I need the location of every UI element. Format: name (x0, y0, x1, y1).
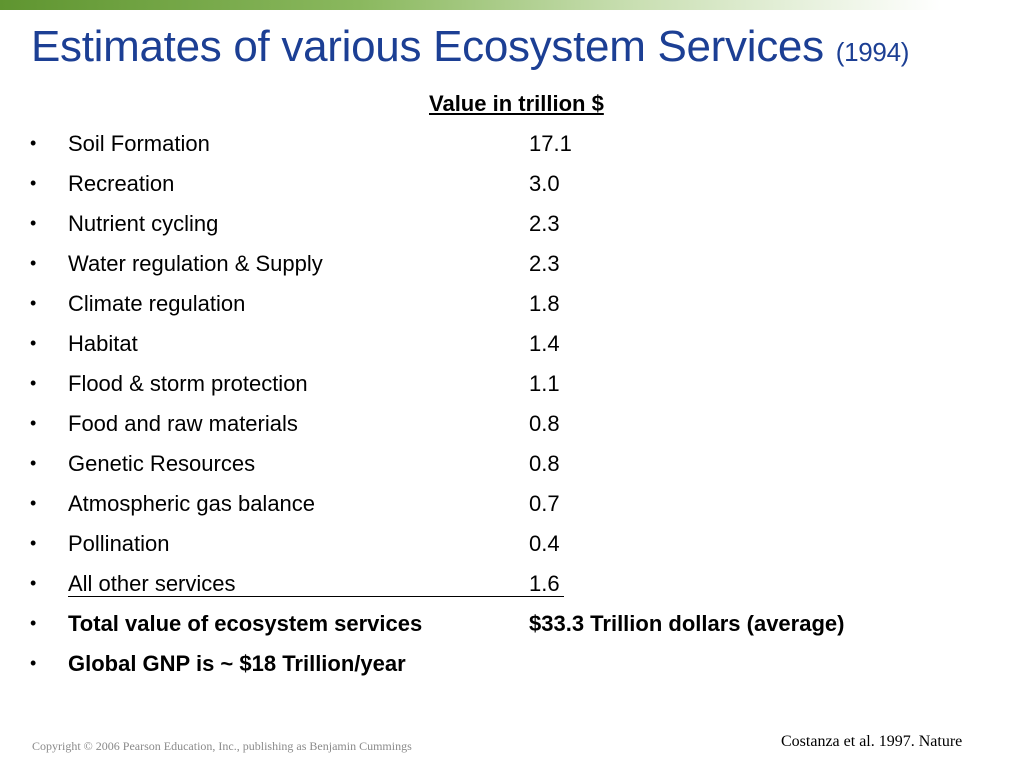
list-item-gnp: • Global GNP is ~ $18 Trillion/year (0, 644, 1024, 684)
list-item: • Climate regulation 1.8 (0, 284, 1024, 324)
bullet: • (30, 293, 37, 313)
service-label: All other services (68, 571, 236, 596)
service-label: Nutrient cycling (68, 211, 219, 236)
bullet: • (30, 133, 37, 153)
service-value: 1.4 (529, 331, 560, 356)
list-item: • Atmospheric gas balance 0.7 (0, 484, 1024, 524)
bullet: • (30, 573, 37, 593)
service-value: 2.3 (529, 251, 560, 276)
service-value: 0.7 (529, 491, 560, 516)
list-item: • All other services 1.6 (0, 564, 1024, 604)
service-value: 3.0 (529, 171, 560, 196)
list-item: • Soil Formation 17.1 (0, 124, 1024, 164)
list-item: • Recreation 3.0 (0, 164, 1024, 204)
slide-title: Estimates of various Ecosystem Services … (31, 22, 909, 72)
service-value: 1.6 (529, 571, 560, 596)
service-value: 2.3 (529, 211, 560, 236)
bullet: • (30, 373, 37, 393)
bullet: • (30, 413, 37, 433)
copyright-notice: Copyright © 2006 Pearson Education, Inc.… (32, 739, 412, 753)
bullet: • (30, 453, 37, 473)
top-gradient-bar (0, 0, 1024, 10)
total-value: $33.3 Trillion dollars (average) (529, 611, 845, 636)
list-item: • Water regulation & Supply 2.3 (0, 244, 1024, 284)
column-header: Value in trillion $ (429, 91, 604, 116)
sum-underline (68, 596, 564, 597)
gnp-label: Global GNP is ~ $18 Trillion/year (68, 651, 406, 676)
bullet: • (30, 653, 37, 673)
service-label: Atmospheric gas balance (68, 491, 316, 516)
service-value: 17.1 (529, 131, 572, 156)
service-label: Recreation (68, 171, 175, 196)
service-label: Genetic Resources (68, 451, 256, 476)
bullet: • (30, 333, 37, 353)
list-item: • Flood & storm protection 1.1 (0, 364, 1024, 404)
bullet: • (30, 213, 37, 233)
service-label: Pollination (68, 531, 170, 556)
service-label: Habitat (68, 331, 138, 356)
bullet: • (30, 613, 37, 633)
bullet: • (30, 253, 37, 273)
list-item: • Nutrient cycling 2.3 (0, 204, 1024, 244)
citation: Costanza et al. 1997. Nature (781, 733, 963, 750)
service-value: 1.8 (529, 291, 560, 316)
services-list: • Soil Formation 17.1 • Recreation 3.0 •… (0, 124, 1024, 684)
service-label: Water regulation & Supply (68, 251, 323, 276)
list-item-total: • Total value of ecosystem services $33.… (0, 604, 1024, 644)
title-text: Estimates of various Ecosystem Services (31, 22, 824, 71)
list-item: • Habitat 1.4 (0, 324, 1024, 364)
service-value: 0.8 (529, 411, 560, 436)
total-label: Total value of ecosystem services (68, 611, 423, 636)
title-year: (1994) (835, 37, 910, 67)
bullet: • (30, 533, 37, 553)
service-value: 0.8 (529, 451, 560, 476)
list-item: • Genetic Resources 0.8 (0, 444, 1024, 484)
service-value: 0.4 (529, 531, 560, 556)
service-label: Flood & storm protection (68, 371, 308, 396)
list-item: • Food and raw materials 0.8 (0, 404, 1024, 444)
service-label: Soil Formation (68, 131, 210, 156)
bullet: • (30, 493, 37, 513)
list-item: • Pollination 0.4 (0, 524, 1024, 564)
service-value: 1.1 (529, 371, 560, 396)
service-label: Climate regulation (68, 291, 246, 316)
bullet: • (30, 173, 37, 193)
service-label: Food and raw materials (68, 411, 298, 436)
